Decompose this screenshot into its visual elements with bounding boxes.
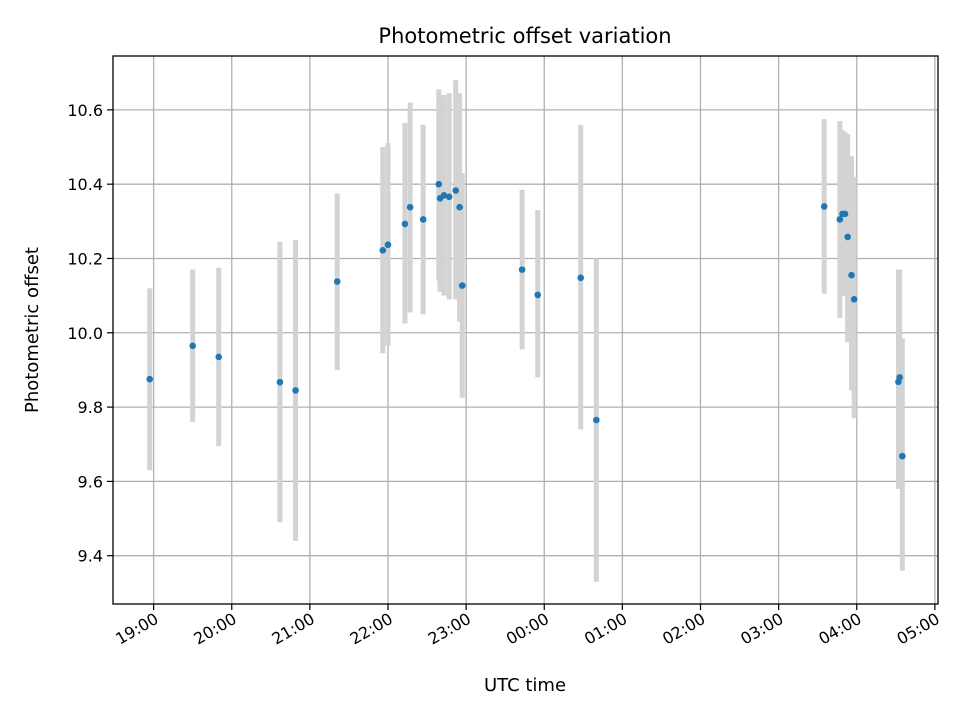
data-point [215,353,223,361]
data-point [836,216,844,223]
data-point [189,342,196,350]
plot-frame [112,55,939,605]
y-axis: 9.4 9.6 9.8 10.0 10.2 10.4 10.6 [67,101,113,566]
data-point [333,278,341,285]
data-point [850,296,858,303]
data-point [899,452,906,460]
data-point [518,266,526,273]
data-point [841,210,849,218]
data-point [384,241,392,249]
data-point [406,203,414,211]
y-tick-label: 9.6 [78,472,103,491]
data-point [379,247,387,254]
data-point [848,271,855,279]
chart-title: Photometric offset variation [378,24,671,48]
data-point [445,193,453,201]
y-tick-label: 10.6 [67,101,103,120]
data-point [435,180,443,188]
data-point [844,233,851,241]
data-point [146,375,154,383]
x-axis-title: UTC time [484,675,566,696]
data-point [292,387,299,394]
y-tick-label: 9.4 [78,547,103,566]
y-tick-label: 10.0 [67,324,103,343]
data-point [456,203,463,211]
y-tick-label: 10.4 [67,175,103,194]
data-point [401,220,409,228]
data-point [452,187,460,194]
y-axis-title: Photometric offset [22,247,43,413]
data-point [820,203,828,210]
y-tick-label: 10.2 [67,249,103,268]
data-point [419,216,427,223]
grid [113,56,938,604]
data-point [440,192,448,199]
data-point [896,374,904,381]
data-point [458,282,466,289]
data-point [534,291,542,299]
data-point [577,274,585,282]
data-point [276,378,284,386]
y-tick-label: 9.8 [78,398,103,417]
data-points [146,180,906,460]
data-point [593,416,600,424]
